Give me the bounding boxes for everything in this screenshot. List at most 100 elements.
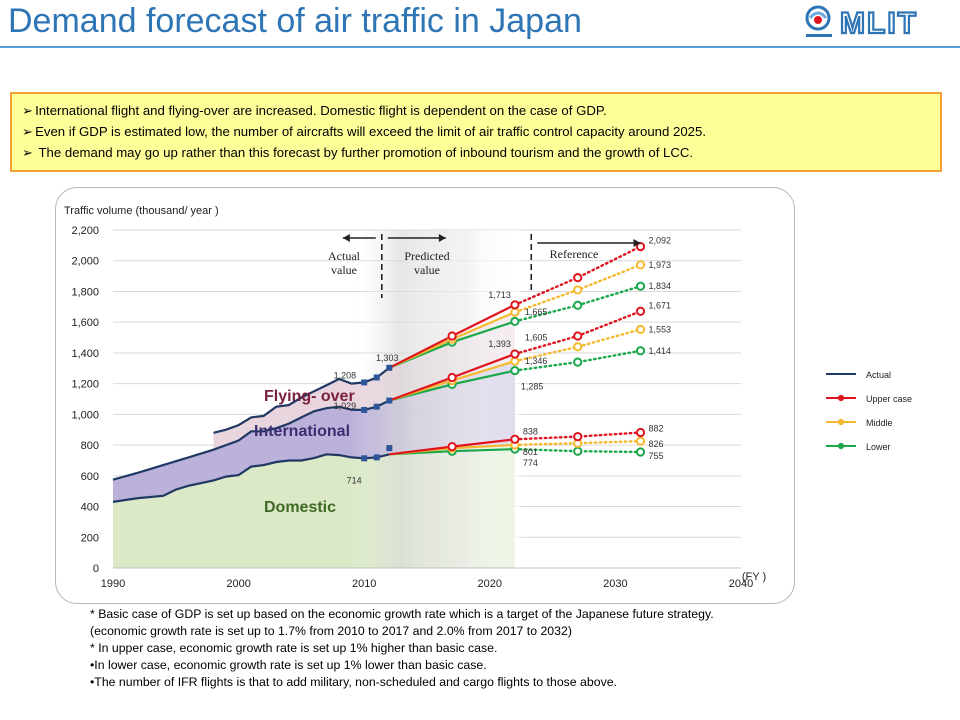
domestic-area-label: Domestic [264,499,336,516]
reference-point [635,306,646,316]
reference-point [635,260,646,270]
summary-note-1: ➢ International flight and flying-over ar… [22,103,607,118]
mlit-logo: MLIT [805,5,917,41]
x-tick-label: 2040 [729,578,753,590]
data-label: 1,665 [525,307,548,317]
forecast-point [510,434,520,444]
legend-label: Middle [866,418,893,428]
data-label: 1,713 [488,290,511,300]
actual-period-label: Actual [328,249,361,263]
reference-point [635,281,646,291]
y-tick-label: 1,400 [71,348,99,360]
actual-arrow [342,234,376,242]
reference-point [573,285,583,295]
forecast-point [510,300,520,310]
y-tick-label: 1,200 [71,379,99,391]
footnote-line: •The number of IFR flights is that to ad… [90,675,617,689]
actual-point [386,397,393,404]
legend-item: Middle [826,418,893,428]
actual-point [373,454,380,461]
actual-point [386,364,393,371]
data-label: 1,303 [376,353,399,363]
forecast-point [510,356,520,366]
actual-flyover-line [213,366,390,434]
arrow-head-icon [342,234,350,242]
data-label: 826 [649,439,664,449]
data-label: 1,208 [334,370,357,380]
forecast-point [510,365,520,376]
summary-note-3: ➢ The demand may go up rather than this … [22,145,694,160]
reference-domestic-middle-line [513,439,642,447]
actual-point [386,445,393,452]
x-tick-label: 2030 [603,578,627,590]
reference-domestic-lower-line [513,447,642,454]
y-tick-label: 2,200 [71,225,99,237]
data-label: 714 [347,475,362,485]
reference-point [635,324,646,335]
reference-point [635,436,646,446]
y-tick-label: 800 [81,440,99,452]
actual-point [361,379,368,386]
summary-notes: ➢ International flight and flying-over ar… [10,92,942,172]
reference-point [635,447,646,457]
footnotes: * Basic case of GDP is set up based on t… [90,606,714,691]
data-label: 1,029 [334,401,357,411]
predicted-period-label: value [414,263,440,277]
legend-label: Upper case [866,394,912,404]
data-label: 1,393 [488,339,511,349]
y-tick-label: 400 [81,502,99,514]
footnote-line: •In lower case, economic growth rate is … [90,658,487,672]
chart-frame [55,187,795,604]
data-label: 1,346 [525,356,548,366]
reference-point [573,300,583,310]
data-label: 1,553 [649,324,672,334]
y-axis-title: Traffic volume (thousand/ year ) [64,205,219,217]
legend-marker [837,418,845,426]
reference-point [573,357,583,367]
mlit-emblem-icon [805,5,832,37]
x-tick-label: 1990 [101,578,125,590]
data-label: 774 [523,458,538,468]
reference-point [573,432,583,442]
bullet-arrow-icon: ➢ [22,145,34,160]
data-label: 1,973 [649,260,672,270]
actual-period-label: value [331,263,357,277]
reference-point [635,346,646,356]
forecast-point [510,307,520,317]
forecast-point [447,442,457,452]
arrow-head-icon [633,239,641,247]
data-label: 838 [523,426,538,436]
reference-international-lower-line [513,349,642,372]
forecast-point [510,316,520,327]
data-label: 1,285 [521,382,544,392]
legend-label: Actual [866,370,891,380]
x-tick-label: 2000 [226,578,250,590]
data-label: 1,605 [525,332,548,342]
arrow-head-icon [438,234,446,242]
reference-point [635,427,646,438]
forecast-fade [376,230,522,568]
international-area-label: International [254,423,350,440]
actual-international-line [112,399,390,481]
page-title: Demand forecast of air traffic in Japan [8,2,582,40]
predicted-arrow [387,234,446,242]
y-tick-label: 600 [81,471,99,483]
reference-domestic-upper-line [513,431,642,441]
bullet-arrow-icon: ➢ [22,103,34,118]
x-axis-title: (FY ) [742,571,766,583]
reference-period-label: Reference [550,247,599,261]
legend-marker [837,394,845,402]
y-tick-label: 1,800 [71,286,99,298]
actual-point [361,406,368,413]
data-label: 801 [523,447,538,457]
footnote-line: * In upper case, economic growth rate is… [90,641,498,655]
x-tick-label: 2020 [478,578,502,590]
footnote-line: * Basic case of GDP is set up based on t… [90,607,714,621]
x-tick-label: 2010 [352,578,376,590]
y-tick-label: 200 [81,532,99,544]
data-label: 2,092 [649,236,672,246]
reference-arrow [537,239,641,247]
legend-item: Actual [826,370,891,380]
data-label: 1,834 [649,281,672,291]
